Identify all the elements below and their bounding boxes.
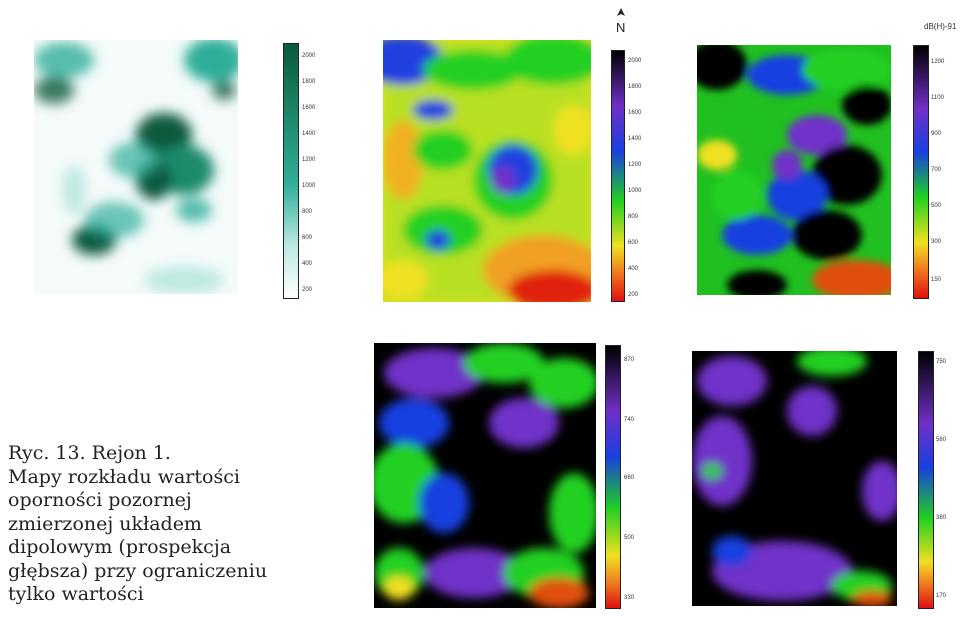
map-4-tick: 660: [624, 475, 635, 481]
map-3-spectral: [697, 45, 891, 295]
map-5-tick: 170: [936, 593, 947, 599]
map-2-tick: 1600: [628, 110, 642, 116]
map-3-tick: 500: [931, 203, 942, 209]
map-2-tick: 2000: [628, 58, 642, 64]
caption-line: Ryc. 13. Rejon 1.: [8, 442, 171, 464]
caption-line: Mapy rozkładu wartości: [8, 465, 240, 488]
map-3-image: [697, 45, 891, 295]
map-5-tick: 560: [936, 437, 947, 443]
map-3-tick: 150: [931, 277, 942, 283]
map-3-colorbar: [913, 45, 929, 299]
map-1-colorbar: [283, 43, 299, 299]
map-1-tick: 800: [302, 209, 313, 215]
caption-line: zmierzonej układem: [8, 512, 202, 535]
map-1-tick: 2000: [302, 53, 316, 59]
map-4-colorbar: [605, 345, 621, 609]
map-5-colorbar: [918, 351, 934, 609]
corner-label: dB(H)-91: [924, 22, 957, 31]
map-3-tick: 1100: [931, 95, 944, 101]
map-4-tick: 740: [624, 417, 635, 423]
map-1-tick: 1600: [302, 105, 316, 111]
map-1-tick: 1000: [302, 183, 316, 189]
map-1-tick: 200: [302, 287, 313, 293]
map-4-spectral: [374, 343, 596, 608]
north-label: N: [616, 20, 626, 35]
map-3-tick: 300: [931, 239, 942, 245]
north-arrow: N: [615, 8, 627, 35]
north-arrow-icon: [617, 8, 625, 16]
map-3-tick: 1200: [931, 59, 945, 65]
map-4-tick: 500: [624, 535, 635, 541]
figure-caption: Ryc. 13. Rejon 1. Mapy rozkładu wartości…: [8, 442, 308, 617]
map-2-tick: 800: [628, 214, 639, 220]
map-2-tick: 1800: [628, 84, 642, 90]
map-1-teal: [34, 40, 238, 294]
map-3-tick: 700: [931, 167, 942, 173]
map-5-image: [692, 351, 897, 606]
map-4-tick: 330: [624, 595, 635, 601]
caption-line: oporności pozornej: [8, 489, 192, 511]
map-2-tick: 600: [628, 240, 639, 246]
caption-line: tylko wartości: [8, 583, 144, 605]
map-2-tick: 1400: [628, 136, 642, 142]
map-2-tick: 400: [628, 266, 639, 272]
map-1-tick: 1200: [302, 157, 316, 163]
map-5-tick: 750: [936, 359, 947, 365]
map-2-spectral: [383, 40, 591, 302]
map-3-tick: 900: [931, 131, 942, 137]
map-1-tick: 1800: [302, 79, 316, 85]
map-5-spectral: [692, 351, 897, 606]
map-2-colorbar: [611, 50, 625, 302]
map-2-tick: 1000: [628, 188, 642, 194]
map-1-tick: 400: [302, 261, 313, 267]
caption-line: głębsza) przy ograniczeniu: [8, 559, 268, 582]
map-4-tick: 870: [624, 357, 635, 363]
map-1-image: [34, 40, 238, 294]
map-2-tick: 200: [628, 292, 639, 298]
caption-line: dipolowym (prospekcja: [8, 536, 232, 558]
map-2-tick: 1200: [628, 162, 642, 168]
map-2-image: [383, 40, 591, 302]
map-1-tick: 600: [302, 235, 313, 241]
map-5-tick: 380: [936, 515, 947, 521]
map-4-image: [374, 343, 596, 608]
map-1-tick: 1400: [302, 131, 316, 137]
